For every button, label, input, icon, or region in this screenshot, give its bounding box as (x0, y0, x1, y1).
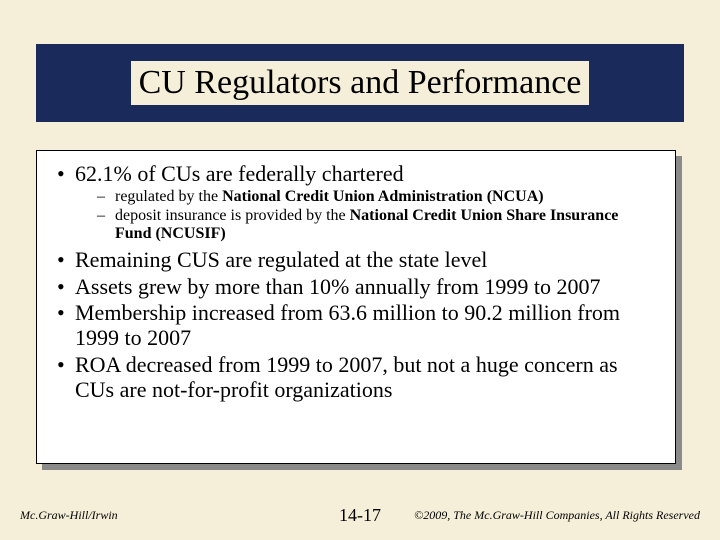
sub-text-pre: deposit insurance is provided by the (115, 207, 350, 224)
bullet-text: Assets grew by more than 10% annually fr… (75, 274, 600, 299)
bullet-text: 62.1% of CUs are federally chartered (75, 161, 404, 186)
bullet-1: 62.1% of CUs are federally chartered reg… (55, 161, 657, 243)
page-number: 14-17 (339, 505, 381, 526)
bullet-4: Membership increased from 63.6 million t… (55, 300, 657, 351)
slide-title: CU Regulators and Performance (131, 61, 590, 105)
sub-text-bold: National Credit Union Administration (NC… (222, 188, 544, 205)
footer: Mc.Graw-Hill/Irwin 14-17 ©2009, The Mc.G… (0, 504, 720, 526)
footer-copyright: ©2009, The Mc.Graw-Hill Companies, All R… (414, 508, 700, 523)
bullet-3: Assets grew by more than 10% annually fr… (55, 274, 657, 299)
sub-bullet-2: deposit insurance is provided by the Nat… (97, 207, 657, 244)
sub-text-pre: regulated by the (115, 188, 222, 205)
bullet-text: Membership increased from 63.6 million t… (75, 300, 620, 350)
bullet-2: Remaining CUS are regulated at the state… (55, 247, 657, 272)
content-box: 62.1% of CUs are federally chartered reg… (36, 150, 676, 464)
title-bar: CU Regulators and Performance (36, 44, 684, 122)
sub-bullet-1: regulated by the National Credit Union A… (97, 188, 657, 206)
slide: CU Regulators and Performance 62.1% of C… (0, 0, 720, 540)
bullet-text: Remaining CUS are regulated at the state… (75, 247, 487, 272)
footer-publisher: Mc.Graw-Hill/Irwin (20, 508, 118, 523)
bullet-5: ROA decreased from 1999 to 2007, but not… (55, 352, 657, 403)
bullet-text: ROA decreased from 1999 to 2007, but not… (75, 352, 618, 402)
bullet-list: 62.1% of CUs are federally chartered reg… (55, 161, 657, 402)
sub-list-1: regulated by the National Credit Union A… (75, 188, 657, 243)
